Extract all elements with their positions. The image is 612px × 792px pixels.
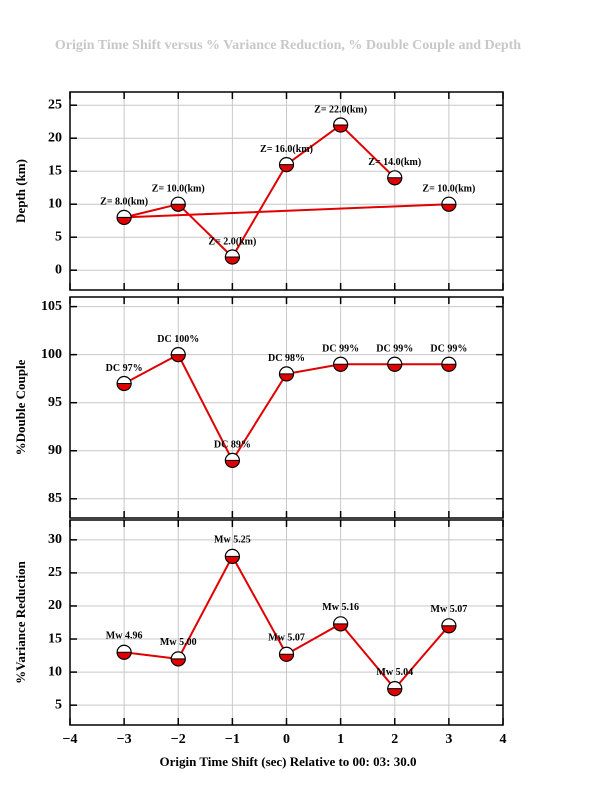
data-label: DC 98%	[268, 353, 305, 364]
y-tick-label: 5	[55, 229, 62, 244]
data-label: DC 99%	[430, 344, 467, 355]
data-label: Z= 10.0(km)	[152, 183, 205, 194]
x-tick-label: 1	[337, 732, 344, 747]
annotation: Mw 4.96	[106, 631, 143, 642]
y-tick-label: 25	[48, 97, 62, 112]
beachball-fill	[333, 623, 349, 632]
y-tick-label: 20	[48, 130, 62, 145]
chart-title: Origin Time Shift versus % Variance Redu…	[55, 38, 521, 53]
y-tick-label: 95	[48, 395, 62, 410]
beachball-fill	[387, 688, 403, 697]
beachball-fill	[170, 658, 186, 667]
beachball-fill	[387, 363, 403, 372]
y-tick-label: 85	[48, 491, 62, 506]
y-tick-label: 20	[48, 598, 62, 613]
y-tick-label: 0	[55, 262, 62, 277]
y-tick-label: 90	[48, 443, 62, 458]
x-axis-label: Origin Time Shift (sec) Relative to 00: …	[160, 754, 417, 769]
beachball-fill	[224, 459, 240, 468]
beachball-fill	[278, 373, 295, 382]
beachball-fill	[224, 555, 240, 564]
data-label: DC 99%	[376, 344, 413, 355]
data-label: Z= 2.0(km)	[208, 236, 256, 247]
annotation: Mw 5.16	[322, 602, 359, 613]
annotation: Mw 5.25	[214, 535, 251, 546]
x-tick-label: 3	[445, 732, 452, 747]
annotation: Mw 5.00	[160, 637, 197, 648]
y-axis-label: %Variance Reduction	[13, 560, 28, 683]
x-tick-label: 2	[391, 732, 398, 747]
plot-frame	[69, 296, 504, 519]
x-tick-label: −2	[171, 732, 186, 747]
beachball-fill	[387, 177, 403, 186]
beachball-fill	[278, 653, 295, 662]
beachball-fill	[333, 363, 349, 372]
data-label: Z= 14.0(km)	[368, 157, 421, 168]
data-label: DC 99%	[322, 344, 359, 355]
x-tick-label: 4	[500, 732, 507, 747]
x-tick-label: −3	[117, 732, 132, 747]
annotation: Mw 5.04	[376, 667, 413, 678]
data-label: DC 89%	[214, 440, 251, 451]
y-tick-label: 15	[48, 163, 62, 178]
annotation: Mw 5.07	[431, 604, 468, 615]
y-tick-label: 100	[41, 347, 62, 362]
x-tick-label: 0	[283, 732, 290, 747]
plot-frame	[69, 519, 504, 726]
y-tick-label: 15	[48, 631, 62, 646]
y-axis-label: Depth (km)	[13, 159, 28, 223]
beachball-fill	[224, 256, 240, 265]
y-axis-label: %Double Couple	[13, 359, 28, 455]
y-tick-label: 10	[48, 664, 62, 679]
beachball-fill	[441, 363, 457, 372]
data-label: Z= 10.0(km)	[422, 183, 475, 194]
plot-frame	[69, 91, 504, 291]
beachball-fill	[441, 625, 457, 634]
y-tick-label: 25	[48, 565, 62, 580]
data-label: Z= 8.0(km)	[100, 197, 148, 208]
x-tick-label: −4	[63, 732, 78, 747]
beachball-fill	[116, 382, 132, 391]
beachball-fill	[170, 354, 186, 363]
data-label: Z= 16.0(km)	[260, 144, 313, 155]
beachball-fill	[441, 203, 457, 212]
y-tick-label: 10	[48, 196, 62, 211]
beachball-fill	[116, 651, 132, 660]
beachball-fill	[170, 203, 186, 212]
data-label: DC 100%	[157, 334, 199, 345]
x-tick-label: −1	[225, 732, 240, 747]
beachball-fill	[278, 164, 295, 173]
beachball-fill	[333, 124, 349, 133]
annotation: Mw 5.07	[268, 633, 305, 644]
y-tick-label: 105	[41, 299, 62, 314]
data-label: Z= 22.0(km)	[314, 104, 367, 115]
y-tick-label: 30	[48, 532, 62, 547]
y-tick-label: 5	[55, 697, 62, 712]
data-label: DC 97%	[106, 363, 143, 374]
beachball-fill	[116, 216, 132, 225]
